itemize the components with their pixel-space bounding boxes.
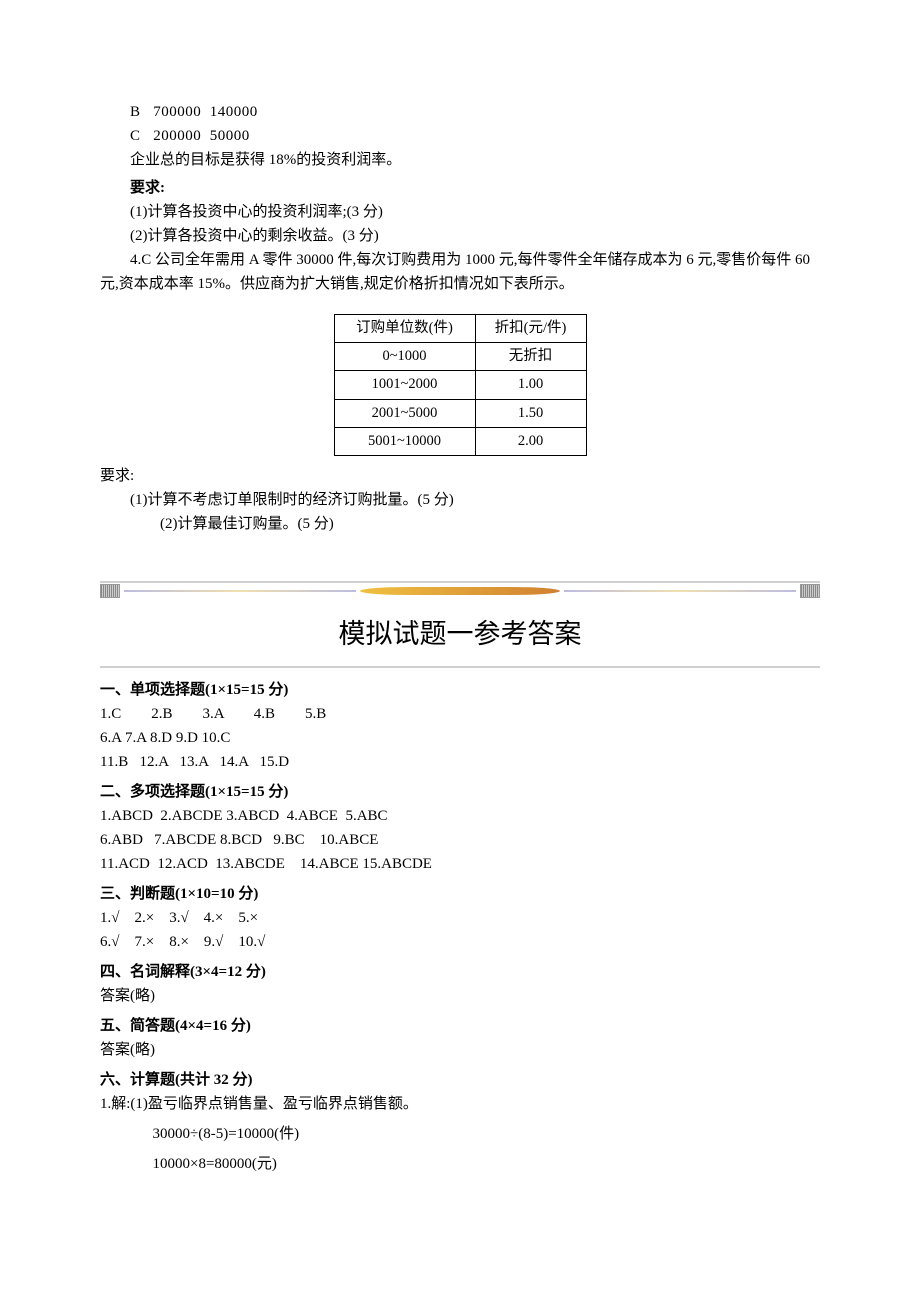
p4-req1: (1)计算不考虑订单限制时的经济订购批量。(5 分) (100, 488, 820, 512)
banner-swoosh-icon (360, 587, 560, 595)
banner-line-icon (124, 590, 356, 592)
banner-block-icon (800, 584, 820, 598)
section3-line1: 1.√ 2.× 3.√ 4.× 5.× (100, 906, 820, 930)
discount-table: 订购单位数(件) 折扣(元/件) 0~1000 无折扣 1001~2000 1.… (334, 314, 587, 456)
section6-title: 六、计算题(共计 32 分) (100, 1068, 820, 1092)
p3-row-b-v1: 700000 (153, 104, 201, 120)
p3-row-c-v1: 200000 (153, 128, 201, 144)
page-content: B 700000 140000 C 200000 50000 企业总的目标是获得… (0, 0, 920, 1236)
p3-req-label: 要求: (100, 176, 820, 200)
p3-overall: 企业总的目标是获得 18%的投资利润率。 (100, 148, 820, 172)
section6-line1: 1.解:(1)盈亏临界点销售量、盈亏临界点销售额。 (100, 1092, 820, 1116)
section3-title: 三、判断题(1×10=10 分) (100, 882, 820, 906)
table-header-discount: 折扣(元/件) (475, 315, 586, 343)
table-row: 0~1000 无折扣 (334, 343, 586, 371)
cell-disc: 无折扣 (475, 343, 586, 371)
p4-req2: (2)计算最佳订购量。(5 分) (100, 512, 820, 536)
section1-line3: 11.B 12.A 13.A 14.A 15.D (100, 750, 820, 774)
p3-row-b: B 700000 140000 (100, 100, 820, 124)
cell-disc: 1.00 (475, 371, 586, 399)
section6-line3: 10000×8=80000(元) (100, 1152, 820, 1176)
table-header-row: 订购单位数(件) 折扣(元/件) (334, 315, 586, 343)
section2-line1: 1.ABCD 2.ABCDE 3.ABCD 4.ABCE 5.ABC (100, 804, 820, 828)
table-row: 2001~5000 1.50 (334, 399, 586, 427)
table-header-qty: 订购单位数(件) (334, 315, 475, 343)
banner-decoration (100, 585, 820, 597)
cell-disc: 2.00 (475, 427, 586, 455)
table-row: 1001~2000 1.00 (334, 371, 586, 399)
section4-title: 四、名词解释(3×4=12 分) (100, 960, 820, 984)
p3-row-c: C 200000 50000 (100, 124, 820, 148)
p3-row-b-label: B (130, 104, 141, 120)
section1-line2: 6.A 7.A 8.D 9.D 10.C (100, 726, 820, 750)
p3-row-b-v2: 140000 (210, 104, 258, 120)
p3-req1: (1)计算各投资中心的投资利润率;(3 分) (100, 200, 820, 224)
p4-text: 4.C 公司全年需用 A 零件 30000 件,每次订购费用为 1000 元,每… (100, 252, 810, 292)
cell-disc: 1.50 (475, 399, 586, 427)
cell-qty: 2001~5000 (334, 399, 475, 427)
section2-title: 二、多项选择题(1×15=15 分) (100, 780, 820, 804)
cell-qty: 5001~10000 (334, 427, 475, 455)
banner-block-icon (100, 584, 120, 598)
section5-line1: 答案(略) (100, 1038, 820, 1062)
p4-text-wrap: 4.C 公司全年需用 A 零件 30000 件,每次订购费用为 1000 元,每… (100, 248, 820, 296)
p3-row-c-label: C (130, 128, 141, 144)
banner-title: 模拟试题一参考答案 (100, 597, 820, 664)
section6-line2: 30000÷(8-5)=10000(件) (100, 1122, 820, 1146)
section1-title: 一、单项选择题(1×15=15 分) (100, 678, 820, 702)
section4-line1: 答案(略) (100, 984, 820, 1008)
banner-line-icon (564, 590, 796, 592)
section3-line2: 6.√ 7.× 8.× 9.√ 10.√ (100, 930, 820, 954)
section2-line3: 11.ACD 12.ACD 13.ABCDE 14.ABCE 15.ABCDE (100, 852, 820, 876)
p4-req-label: 要求: (100, 464, 820, 488)
section1-line1: 1.C 2.B 3.A 4.B 5.B (100, 702, 820, 726)
p3-row-c-v2: 50000 (210, 128, 250, 144)
cell-qty: 1001~2000 (334, 371, 475, 399)
table-row: 5001~10000 2.00 (334, 427, 586, 455)
cell-qty: 0~1000 (334, 343, 475, 371)
banner: 模拟试题一参考答案 (100, 581, 820, 668)
section5-title: 五、简答题(4×4=16 分) (100, 1014, 820, 1038)
section2-line2: 6.ABD 7.ABCDE 8.BCD 9.BC 10.ABCE (100, 828, 820, 852)
p3-req2: (2)计算各投资中心的剩余收益。(3 分) (100, 224, 820, 248)
